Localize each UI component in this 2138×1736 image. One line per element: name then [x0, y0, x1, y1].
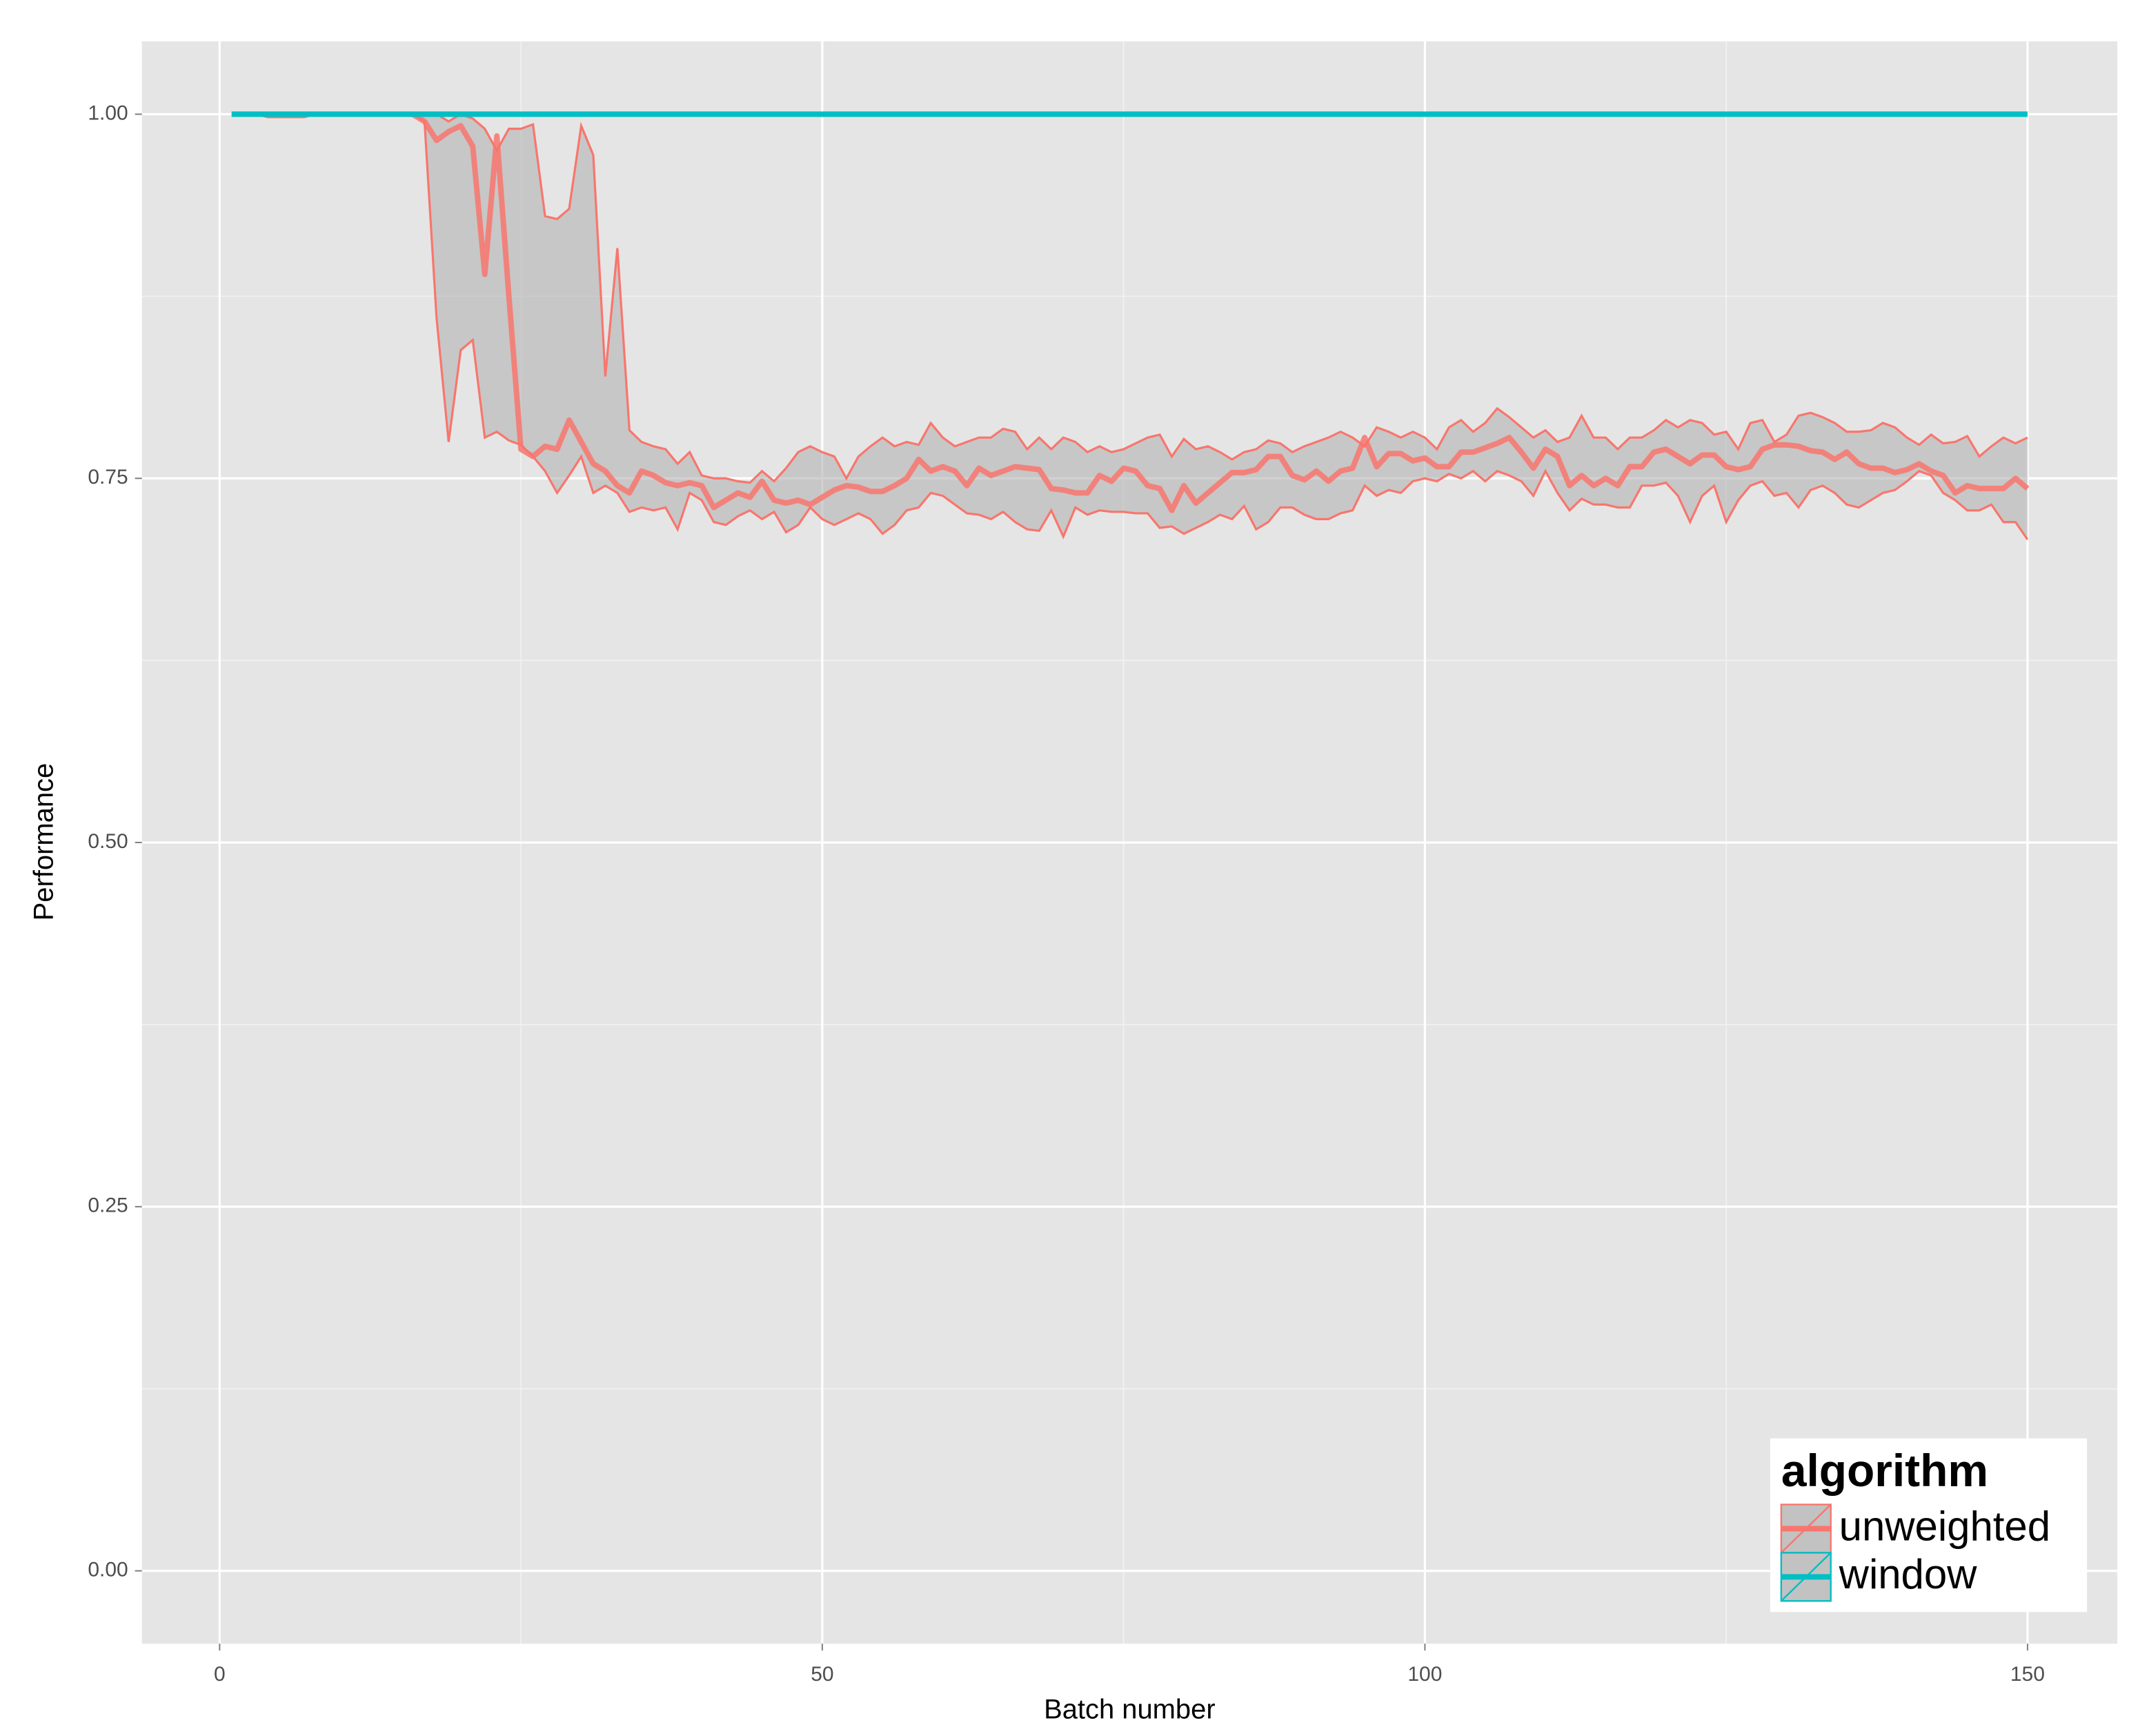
marks [231, 111, 2030, 540]
y-tick-label: 0.75 [88, 466, 128, 489]
y-tick-label: 0.25 [88, 1194, 128, 1217]
ribbon [231, 114, 2028, 540]
ribbon-upper-edge [231, 112, 2028, 484]
x-tick-label: 0 [214, 1663, 226, 1686]
x-axis-title: Batch number [1044, 1695, 1216, 1725]
y-tick-label: 1.00 [88, 101, 128, 124]
series-line [231, 111, 2030, 513]
axes: 0 50 100 150 0.00 0.25 0.50 0.75 1.00 [88, 101, 2044, 1686]
y-axis-title: Performance [28, 763, 59, 921]
y-tick-label: 0.50 [88, 830, 128, 853]
x-tick-label: 50 [811, 1663, 833, 1686]
legend-label: window [1839, 1551, 1977, 1597]
legend-label: unweighted [1839, 1503, 2050, 1549]
legend-title: algorithm [1781, 1445, 1988, 1496]
x-tick-label: 150 [2010, 1663, 2045, 1686]
y-tick-label: 0.00 [88, 1559, 128, 1581]
x-tick-label: 100 [1407, 1663, 1442, 1686]
